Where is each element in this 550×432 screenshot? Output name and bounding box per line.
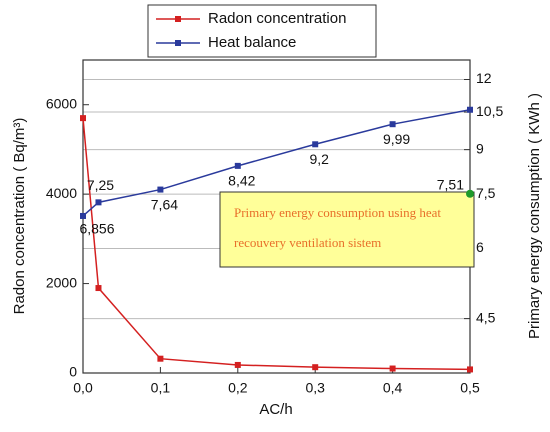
y2-tick-label: 12 xyxy=(476,70,492,86)
y2-axis-label: Primary energy consumption ( KWh ) xyxy=(526,93,543,339)
data-label: 9,2 xyxy=(309,151,329,167)
x-axis-label: AC/h xyxy=(259,401,292,418)
x-tick-label: 0,3 xyxy=(305,380,325,396)
legend-box xyxy=(147,4,377,58)
y-tick-label: 2000 xyxy=(46,274,77,290)
x-tick-label: 0,0 xyxy=(73,380,93,396)
data-point xyxy=(95,199,102,206)
y2-tick-label: 9 xyxy=(476,140,484,156)
data-point xyxy=(157,186,164,193)
data-label: 7,51 xyxy=(437,176,464,192)
x-tick-label: 0,2 xyxy=(228,380,248,396)
data-point xyxy=(95,285,102,292)
y-tick-label: 6000 xyxy=(46,95,77,111)
annotation-box xyxy=(219,191,475,268)
x-tick-label: 0,4 xyxy=(383,380,403,396)
legend-marker xyxy=(175,16,181,22)
data-label: 7,25 xyxy=(87,177,114,193)
legend-label: Heat balance xyxy=(208,34,296,51)
data-label: 6,856 xyxy=(79,221,114,237)
y2-tick-label: 7,5 xyxy=(476,185,496,201)
y2-tick-label: 6 xyxy=(476,239,484,255)
y-tick-label: 4000 xyxy=(46,185,77,201)
y2-tick-label: 10,5 xyxy=(476,103,503,119)
y-axis-label: Radon concentration ( Bq/m³) xyxy=(11,118,28,315)
data-point xyxy=(467,366,473,373)
data-label: 9,99 xyxy=(383,131,410,147)
y2-tick-label: 4,5 xyxy=(476,309,496,325)
data-point xyxy=(389,365,396,372)
data-point xyxy=(80,115,86,122)
data-point xyxy=(234,162,241,169)
annotation-text: Primary energy consumption using heat xyxy=(234,205,441,220)
data-label: 7,64 xyxy=(151,196,178,212)
data-point xyxy=(157,355,164,362)
annotation-text: recouvery ventilation sistem xyxy=(234,235,381,250)
legend-marker xyxy=(175,40,181,46)
y-tick-label: 0 xyxy=(69,364,77,380)
data-label: 8,42 xyxy=(228,173,255,189)
data-point xyxy=(467,106,473,113)
data-point xyxy=(234,361,241,368)
data-point xyxy=(389,121,396,128)
data-point xyxy=(466,189,474,198)
data-point xyxy=(312,364,319,371)
x-tick-label: 0,1 xyxy=(151,380,171,396)
data-point xyxy=(312,141,319,148)
data-point xyxy=(80,212,86,219)
x-tick-label: 0,5 xyxy=(460,380,480,396)
legend-label: Radon concentration xyxy=(208,10,346,27)
